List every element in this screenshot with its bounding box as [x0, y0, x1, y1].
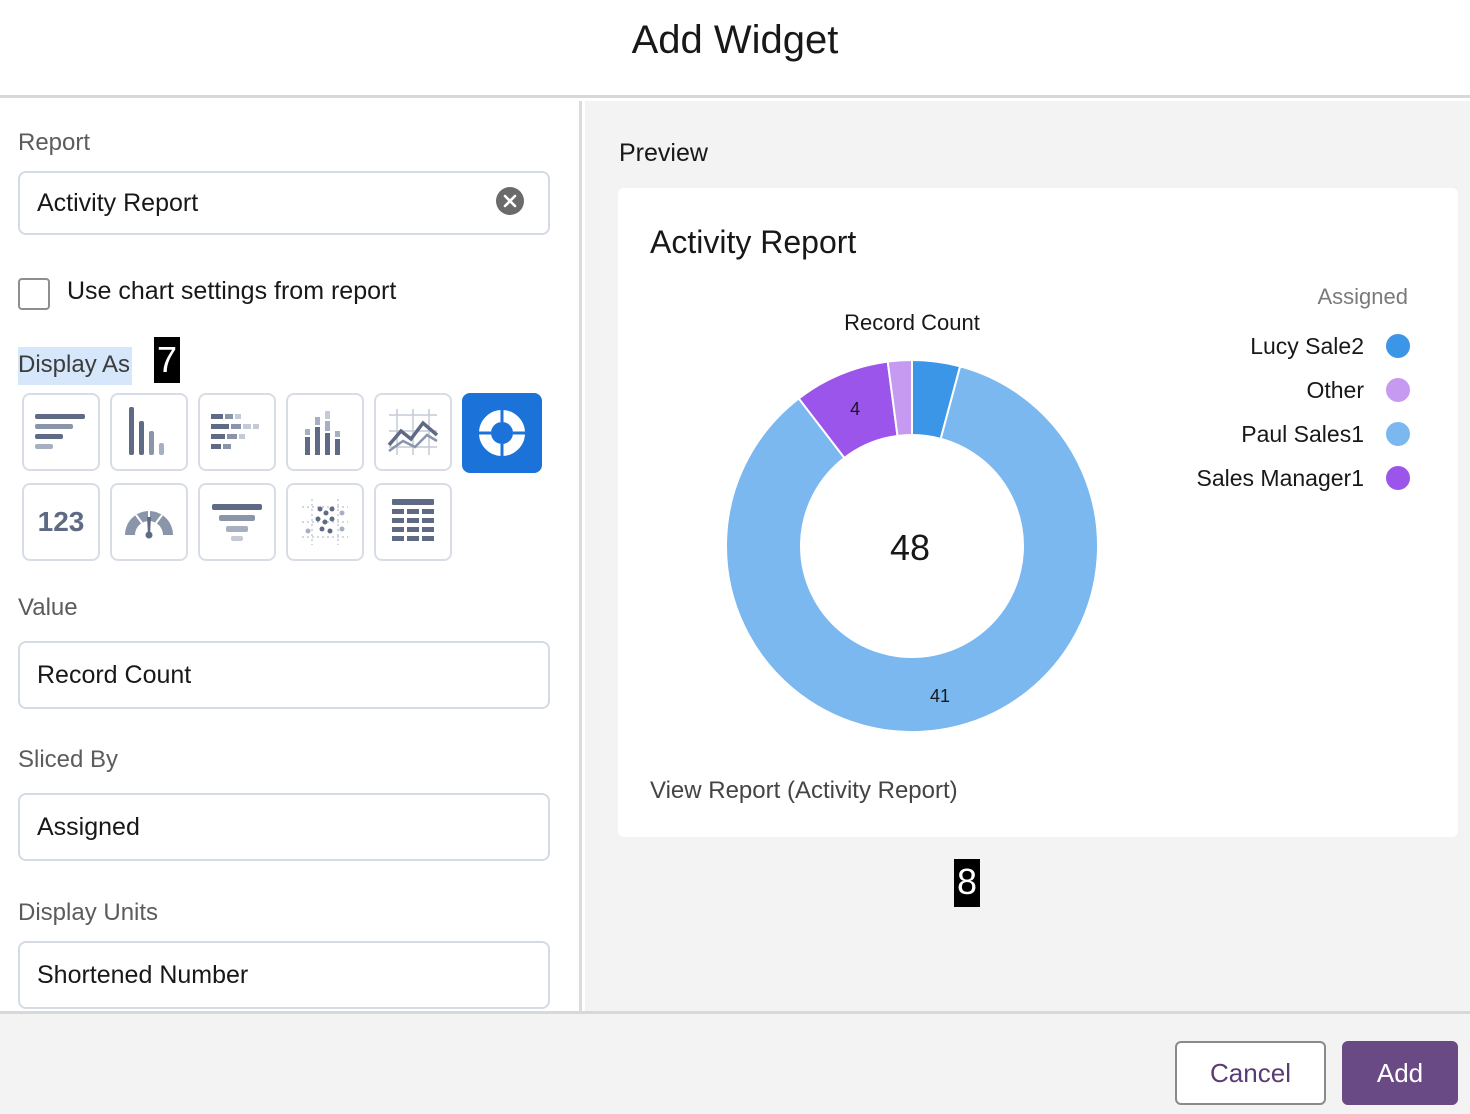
dialog-header: Add Widget [0, 0, 1470, 98]
metric-icon: 123 [37, 506, 85, 537]
use-chart-settings-label: Use chart settings from report [67, 277, 397, 305]
chart-title: Record Count [844, 310, 980, 335]
stacked-horizontal-bar-button[interactable] [198, 393, 276, 471]
display-units-label: Display Units [18, 899, 159, 926]
sliced-by-label: Sliced By [18, 746, 119, 773]
annotation-badge: 7 [154, 337, 180, 383]
preview-panel: Preview Activity Report Record Count 48 … [585, 101, 1470, 1011]
clear-icon[interactable] [496, 187, 524, 215]
preview-card: Activity Report Record Count 48 41 4 Assi… [618, 188, 1458, 837]
value-field-value: Record Count [37, 660, 192, 689]
vertical-bar-chart-icon [129, 407, 164, 455]
display-as-label: Display As [18, 347, 133, 385]
stacked-vertical-bar-button[interactable] [286, 393, 364, 471]
donut-slice-other[interactable] [886, 358, 913, 438]
legend-label-paul-sales1: Paul Sales1 [1241, 421, 1364, 447]
data-label-sales-manager1: 4 [850, 399, 860, 419]
card-title: Activity Report [650, 224, 857, 260]
value-field[interactable]: Record Count [18, 641, 550, 709]
use-chart-settings-checkbox[interactable] [18, 278, 50, 310]
value-label: Value [18, 594, 78, 621]
sliced-by-field[interactable]: Assigned [18, 793, 550, 861]
funnel-icon [212, 504, 262, 541]
preview-label: Preview [619, 139, 708, 167]
donut-slice-paul-sales1[interactable] [724, 365, 1099, 733]
metric-button[interactable]: 123 [22, 483, 100, 561]
line-chart-button[interactable] [374, 393, 452, 471]
cancel-button[interactable]: Cancel [1175, 1041, 1326, 1105]
report-value: Activity Report [37, 188, 199, 217]
display-units-value: Shortened Number [37, 960, 249, 989]
horizontal-bar-chart-icon [35, 414, 85, 449]
widget-settings-panel: Report Activity Report Use chart setting… [0, 101, 582, 1011]
legend-swatch-sales-manager1[interactable] [1386, 466, 1410, 490]
funnel-button[interactable] [198, 483, 276, 561]
legend-label-lucy-sale2: Lucy Sale2 [1250, 333, 1364, 359]
stacked-horizontal-bar-icon [211, 414, 259, 449]
legend-swatch-paul-sales1[interactable] [1386, 422, 1410, 446]
donut-chart: Record Count 48 41 4 Assigned Lucy Sale2 O… [724, 284, 1410, 733]
stacked-vertical-bar-icon [305, 411, 340, 455]
donut-chart-icon [477, 408, 527, 458]
scatter-plot-icon [302, 499, 348, 545]
annotation-badge: 8 [954, 859, 980, 907]
report-label: Report [18, 129, 91, 156]
view-report-link[interactable]: View Report (Activity Report) [650, 777, 958, 804]
horizontal-bar-chart-button[interactable] [22, 393, 100, 471]
table-icon [392, 499, 434, 541]
vertical-bar-chart-button[interactable] [110, 393, 188, 471]
legend-title: Assigned [1317, 284, 1408, 309]
donut-center-total: 48 [890, 527, 930, 568]
legend-label-sales-manager1: Sales Manager1 [1197, 465, 1365, 491]
gauge-button[interactable] [110, 483, 188, 561]
sliced-by-value: Assigned [37, 812, 140, 841]
donut-chart-button[interactable] [462, 393, 542, 473]
line-chart-icon [387, 409, 439, 455]
legend-swatch-other[interactable] [1386, 378, 1410, 402]
legend-label-other: Other [1306, 377, 1364, 403]
dialog-footer: Cancel Add [0, 1011, 1470, 1114]
display-units-field[interactable]: Shortened Number [18, 941, 550, 1009]
scatter-plot-button[interactable] [286, 483, 364, 561]
add-button[interactable]: Add [1342, 1041, 1458, 1105]
dialog-title: Add Widget [631, 18, 839, 62]
table-button[interactable] [374, 483, 452, 561]
report-field[interactable]: Activity Report [18, 171, 550, 235]
legend-swatch-lucy-sale2[interactable] [1386, 334, 1410, 358]
data-label-paul-sales1: 41 [930, 686, 950, 706]
gauge-icon [125, 509, 173, 539]
